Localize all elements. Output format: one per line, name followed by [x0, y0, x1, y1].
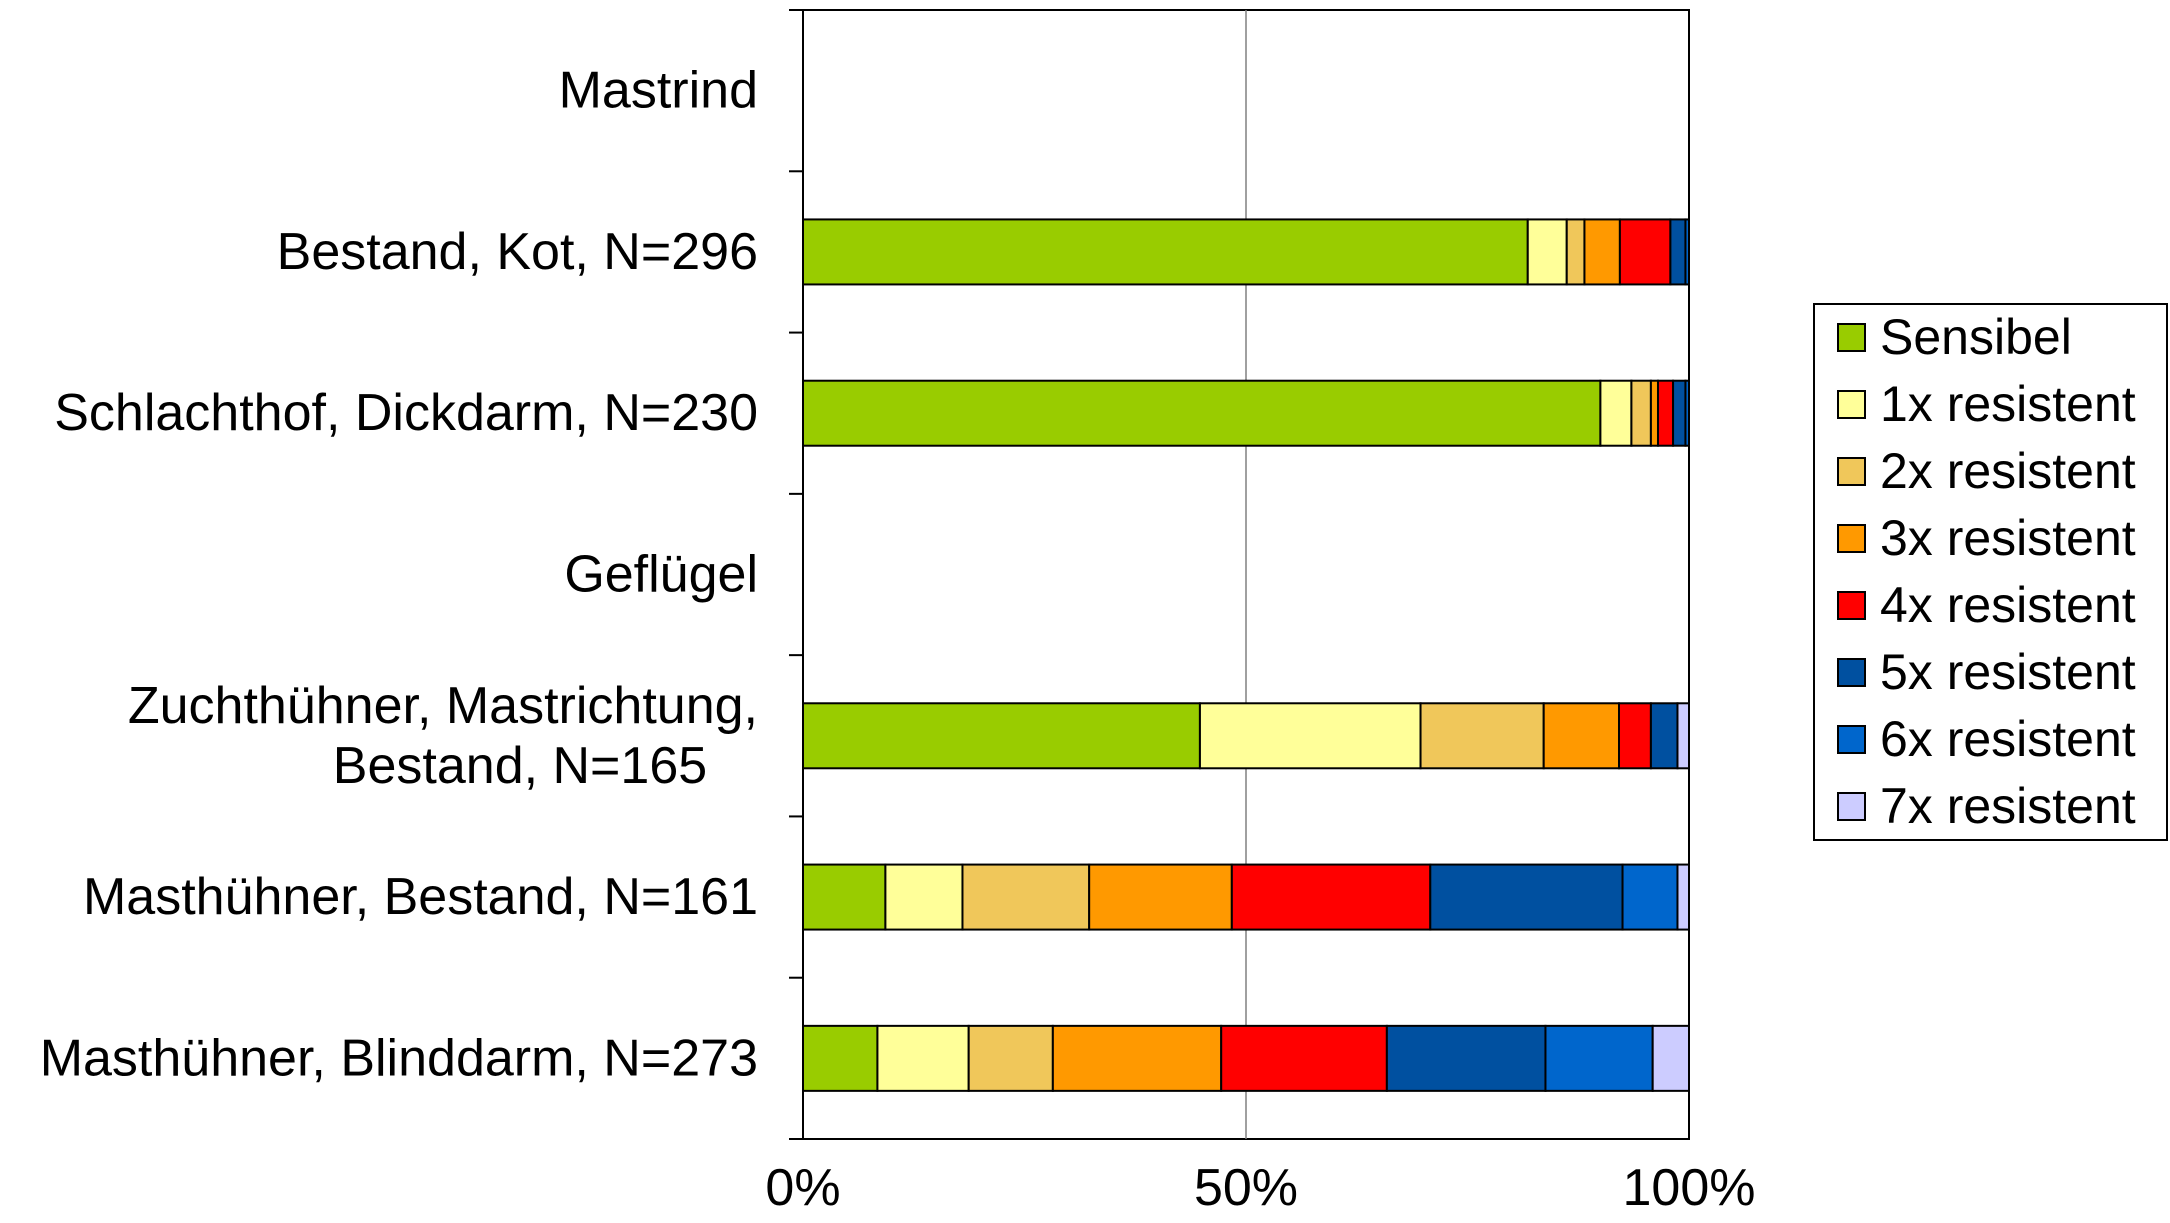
bar-segment-3-6: [1672, 379, 1687, 447]
bar-segment-5-1: [802, 702, 1201, 770]
bar-segment-6-2: [884, 863, 964, 931]
legend-swatch: [1837, 524, 1866, 553]
bar-segment-6-5: [1230, 863, 1432, 931]
category-label: Bestand, Kot, N=296: [277, 223, 758, 281]
x-axis-tick-labels: 0% 50% 100%: [765, 1159, 1755, 1217]
category-label: Bestand, N=165: [333, 737, 707, 795]
bar-segment-2-3: [1565, 218, 1586, 286]
legend-swatch: [1837, 792, 1866, 821]
legend-swatch: [1837, 591, 1866, 620]
bar-segment-5-8: [1676, 702, 1691, 770]
legend: Sensibel 1x resistent 2x resistent 3x resis…: [1813, 303, 2168, 841]
category-label: Schlachthof, Dickdarm, N=230: [54, 384, 758, 442]
legend-swatch: [1837, 658, 1866, 687]
legend-label: 4x resistent: [1880, 577, 2136, 633]
bar-segment-3-5: [1656, 379, 1675, 447]
bar-segment-6-1: [802, 863, 887, 931]
legend-label: 1x resistent: [1880, 376, 2136, 432]
bar-segment-6-6: [1429, 863, 1624, 931]
plot-area: [789, 9, 1691, 1140]
bar-segment-3-1: [802, 379, 1602, 447]
category-label: Geflügel: [564, 546, 758, 604]
bar-segment-7-4: [1051, 1024, 1223, 1092]
bar-segment-6-3: [961, 863, 1091, 931]
bar-segment-2-1: [802, 218, 1529, 286]
bar-segment-7-1: [802, 1024, 879, 1092]
legend-swatch: [1837, 725, 1866, 754]
category-label: Mastrind: [559, 62, 758, 120]
bar-segment-3-2: [1599, 379, 1633, 447]
category-label: Masthühner, Bestand, N=161: [83, 868, 758, 926]
legend-label: 6x resistent: [1880, 711, 2136, 767]
legend-label: Sensibel: [1880, 309, 2072, 365]
bar-segment-6-8: [1676, 863, 1691, 931]
bar-segment-3-3: [1630, 379, 1652, 447]
legend-label: 5x resistent: [1880, 644, 2136, 700]
bar-segment-5-6: [1649, 702, 1679, 770]
x-tick-label: 50%: [1194, 1159, 1298, 1217]
bar-segment-7-7: [1544, 1024, 1654, 1092]
bar-segment-2-2: [1526, 218, 1568, 286]
bar-segment-6-4: [1088, 863, 1233, 931]
legend-label: 3x resistent: [1880, 510, 2136, 566]
bar-segment-7-3: [967, 1024, 1054, 1092]
bar-segment-5-4: [1542, 702, 1621, 770]
bar-segment-3-7: [1684, 379, 1691, 447]
legend-swatch: [1837, 323, 1866, 352]
bar-segment-5-5: [1618, 702, 1652, 770]
legend-swatch: [1837, 390, 1866, 419]
bar-segment-7-5: [1220, 1024, 1388, 1092]
x-tick-label: 0%: [765, 1159, 840, 1217]
bar-segment-2-7: [1684, 218, 1691, 286]
category-label: Zuchthühner, Mastrichtung,: [128, 677, 758, 735]
bar-segment-7-6: [1385, 1024, 1547, 1092]
category-labels: Mastrind Bestand, Kot, N=296 Schlachthof, …: [40, 62, 758, 1088]
bar-segment-2-4: [1583, 218, 1621, 286]
bar-segment-7-8: [1651, 1024, 1690, 1092]
legend-box: [1813, 303, 2168, 841]
legend-swatch: [1837, 457, 1866, 486]
bar-segment-5-3: [1419, 702, 1545, 770]
legend-label: 7x resistent: [1880, 778, 2136, 834]
bar-segment-5-2: [1198, 702, 1422, 770]
bar-segment-2-6: [1669, 218, 1687, 286]
bar-segment-2-5: [1618, 218, 1672, 286]
x-tick-label: 100%: [1623, 1159, 1756, 1217]
bar-segment-7-2: [876, 1024, 970, 1092]
bar-segment-6-7: [1621, 863, 1679, 931]
category-label: Masthühner, Blinddarm, N=273: [40, 1029, 758, 1087]
legend-label: 2x resistent: [1880, 443, 2136, 499]
bar-segment-3-4: [1649, 379, 1659, 447]
